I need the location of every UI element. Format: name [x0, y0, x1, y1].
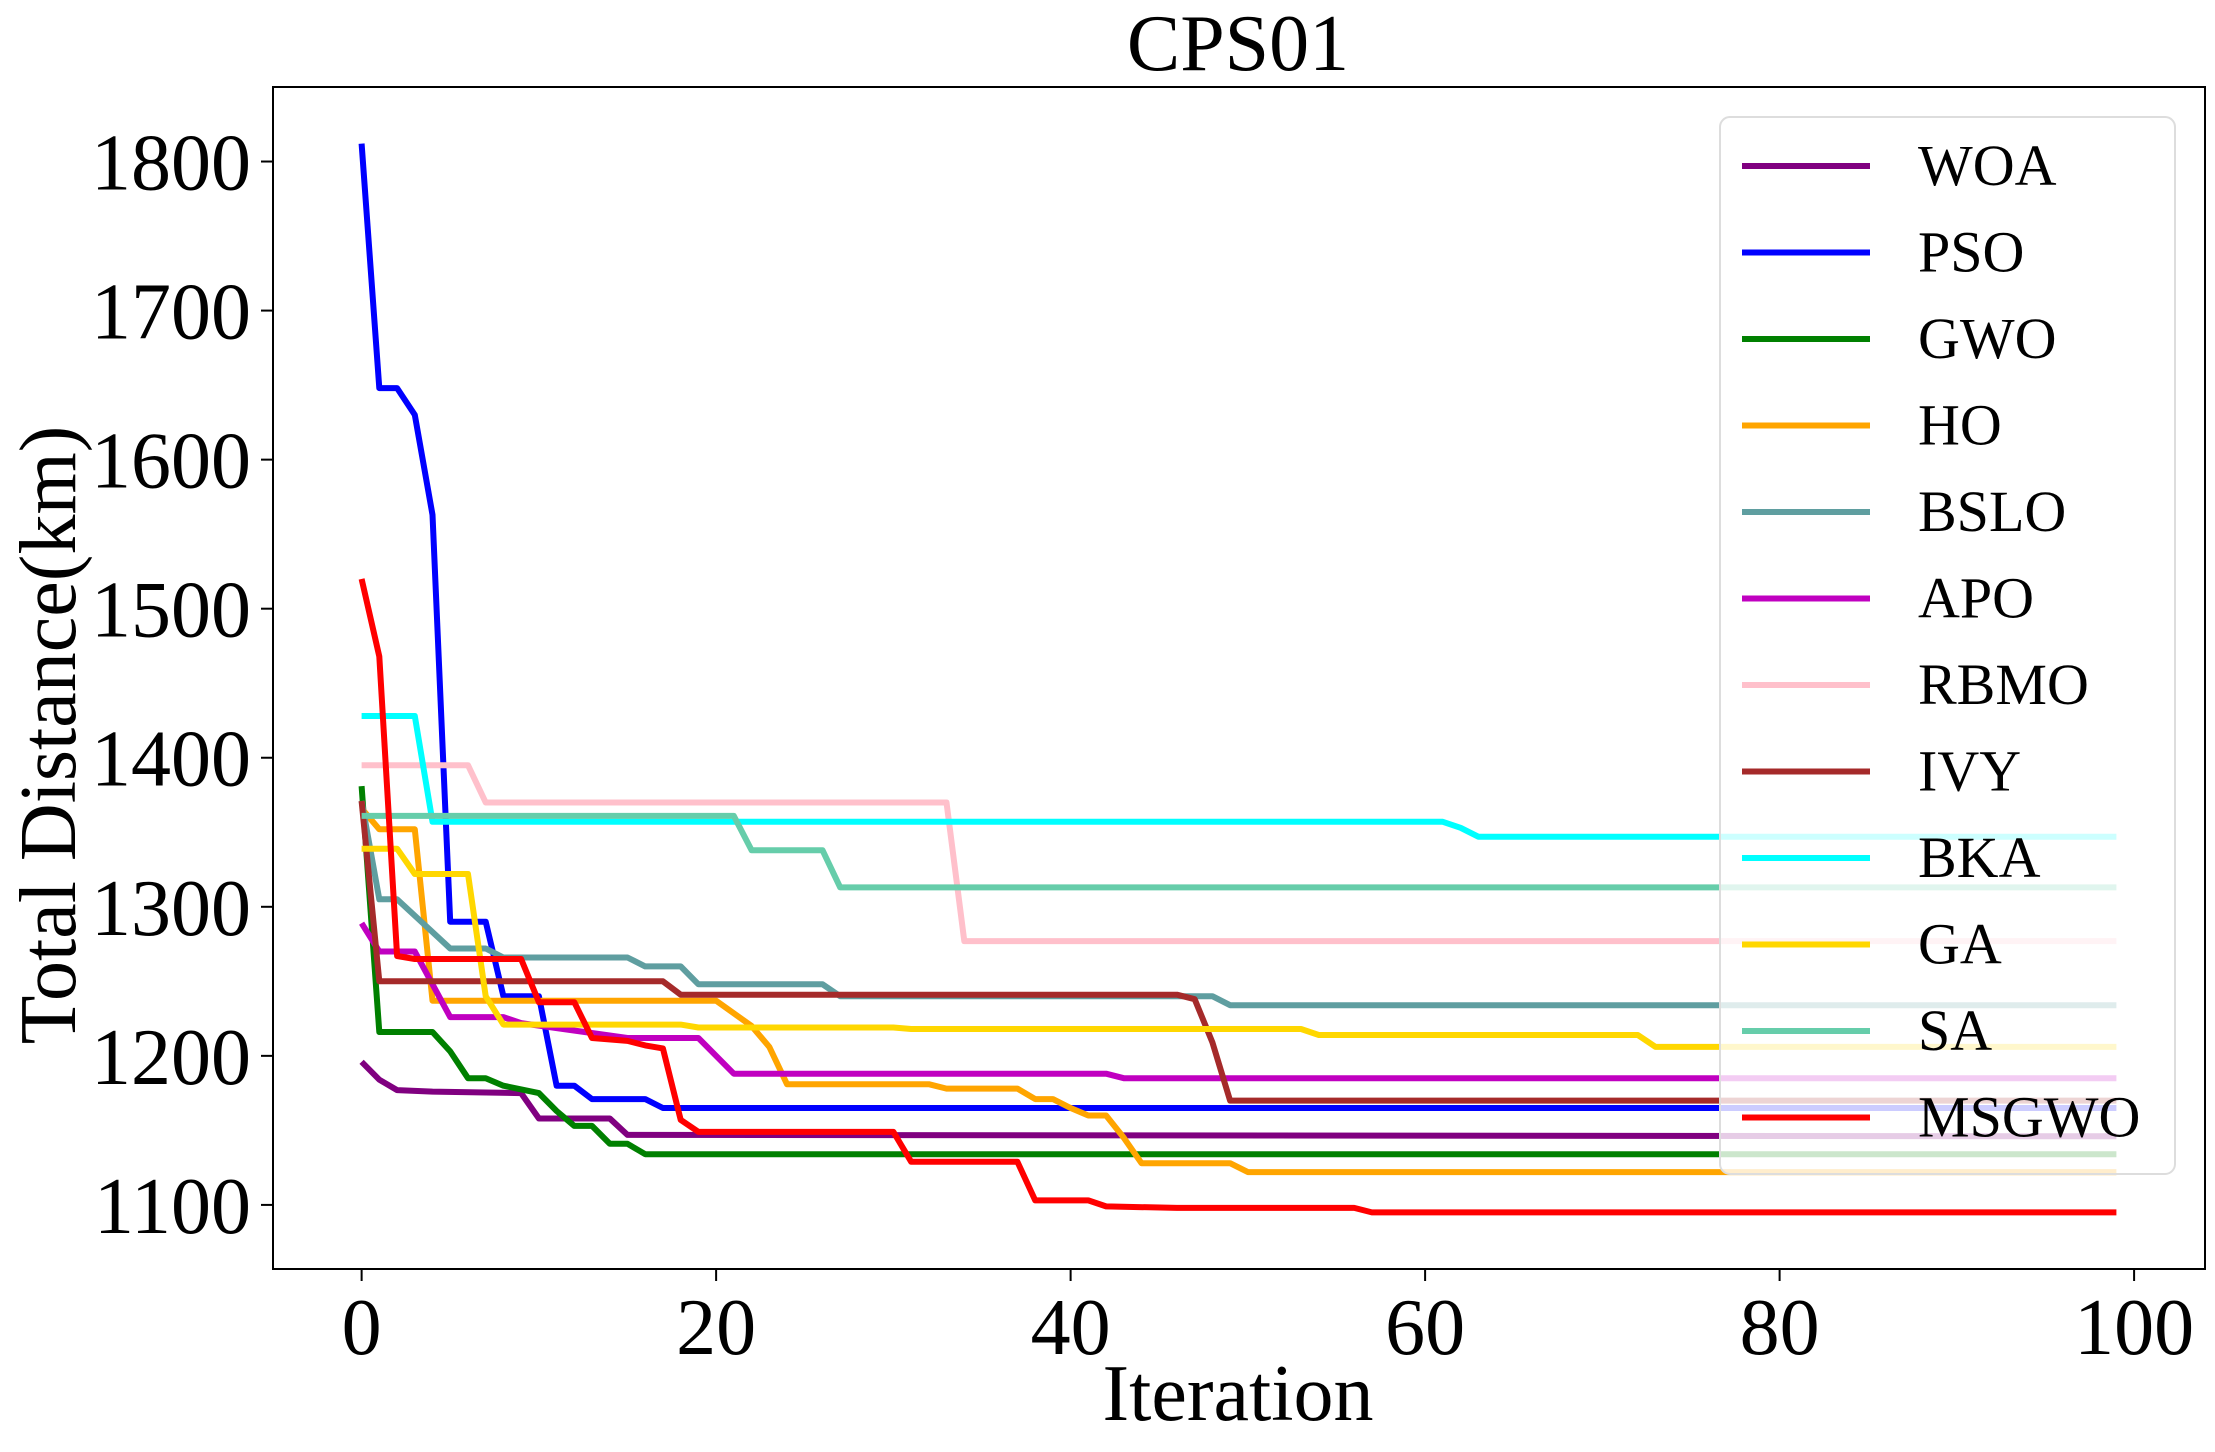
legend-label: WOA — [1918, 133, 2057, 198]
series-line-sa — [361, 812, 2117, 891]
y-tick-label: 1200 — [91, 1014, 251, 1102]
x-tick-label: 60 — [1385, 1284, 1465, 1372]
y-tick-label: 1500 — [91, 567, 251, 655]
legend-label: BSLO — [1918, 479, 2066, 544]
x-tick-label: 80 — [1740, 1284, 1820, 1372]
series-line-msgwo — [358, 578, 2117, 1216]
series-line-gwo — [358, 785, 2117, 1158]
legend-label: HO — [1918, 393, 2002, 458]
y-tick-label: 1400 — [91, 716, 251, 804]
legend-label: PSO — [1918, 220, 2024, 285]
x-tick-label: 100 — [2074, 1284, 2194, 1372]
x-tick-label: 0 — [342, 1284, 382, 1372]
series-line-rbmo — [361, 762, 2117, 945]
y-tick-label: 1800 — [91, 120, 251, 208]
series-layer — [358, 143, 2117, 1216]
legend-label: RBMO — [1918, 652, 2089, 717]
series-line-pso — [358, 143, 2117, 1111]
x-axis-ticks: 0 20 40 60 80 100 — [342, 1269, 2194, 1372]
y-tick-label: 1600 — [91, 418, 251, 506]
series-line-woa — [359, 1059, 2117, 1140]
legend-label: APO — [1918, 566, 2034, 631]
legend-label: BKA — [1918, 825, 2041, 890]
x-tick-label: 40 — [1031, 1284, 1111, 1372]
y-axis-ticks: 1100 1200 1300 1400 1500 1600 1700 1800 — [91, 120, 273, 1251]
y-tick-label: 1100 — [94, 1163, 251, 1251]
series-line-bka — [361, 713, 2117, 840]
legend-label: GA — [1918, 912, 2002, 977]
legend: WOA PSO GWO HO BSLO APO RBMO IVY BKA GA SA MSGWO — [1719, 116, 2176, 1175]
legend-label: SA — [1918, 998, 1992, 1063]
series-line-ga — [361, 845, 2117, 1050]
x-tick-label: 20 — [676, 1284, 756, 1372]
y-tick-label: 1700 — [91, 269, 251, 357]
legend-label: MSGWO — [1918, 1085, 2140, 1150]
series-line-ho — [359, 806, 2117, 1176]
legend-label: IVY — [1918, 739, 2021, 804]
plot-frame — [272, 86, 2206, 1270]
chart-title: CPS01 — [1127, 0, 1349, 88]
legend-box — [1719, 116, 2176, 1175]
x-axis-label: Iteration — [1103, 1350, 1374, 1438]
y-tick-label: 1300 — [91, 865, 251, 953]
legend-label: GWO — [1918, 306, 2057, 371]
y-axis-label: Total Distance(km) — [5, 426, 93, 1045]
series-line-ivy — [358, 800, 2117, 1104]
